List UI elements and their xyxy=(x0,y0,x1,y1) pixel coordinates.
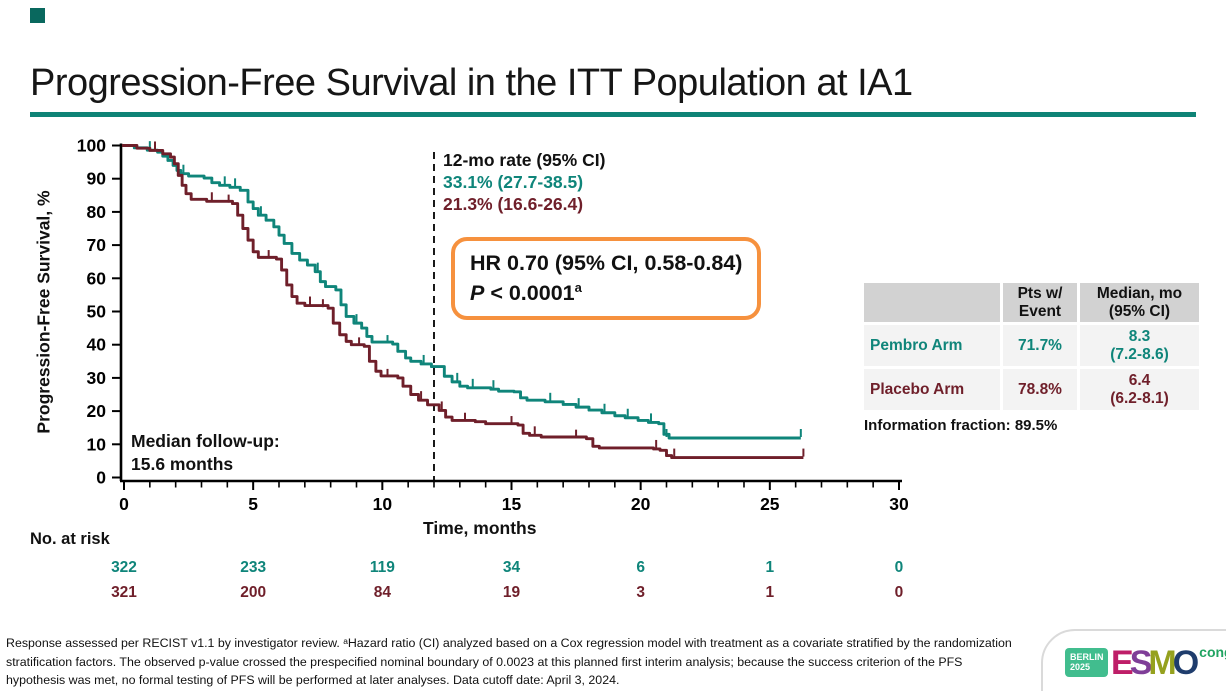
svg-text:30: 30 xyxy=(87,368,107,388)
svg-text:10: 10 xyxy=(373,494,393,514)
svg-text:1: 1 xyxy=(766,584,775,601)
median-followup-note: Median follow-up: 15.6 months xyxy=(131,430,280,476)
svg-text:0: 0 xyxy=(895,559,904,576)
y-axis-title: Progression-Free Survival, % xyxy=(33,190,54,434)
svg-text:20: 20 xyxy=(87,401,107,421)
footnote-text: Response assessed per RECIST v1.1 by inv… xyxy=(6,636,1012,687)
hazard-ratio-line: HR 0.70 (95% CI, 0.58-0.84) xyxy=(470,251,743,275)
summary-row-pembro-median: 8.3 (7.2-8.6) xyxy=(1080,325,1199,366)
12mo-rate-pembro: 33.1% (27.7-38.5) xyxy=(443,172,584,192)
summary-header-median: Median, mo (95% CI) xyxy=(1080,283,1199,322)
risk-row-pembro-arm: 322 233 119 34 6 1 0 xyxy=(111,559,903,576)
risk-row-placebo-arm: 321 200 84 19 3 1 0 xyxy=(111,584,903,601)
svg-text:3: 3 xyxy=(636,584,645,601)
x-axis-title: Time, months xyxy=(423,518,537,538)
information-fraction-note: Information fraction: 89.5% xyxy=(864,417,1058,434)
corner-accent-square xyxy=(30,8,45,23)
no-at-risk-label: No. at risk xyxy=(30,530,110,548)
summary-row-placebo-median: 6.4 (6.2-8.1) xyxy=(1080,369,1199,410)
svg-text:60: 60 xyxy=(87,268,107,288)
svg-text:84: 84 xyxy=(374,584,392,601)
svg-text:0: 0 xyxy=(119,494,129,514)
svg-text:0: 0 xyxy=(96,468,106,488)
svg-text:100: 100 xyxy=(77,136,106,156)
footnote-marker: a xyxy=(574,279,582,295)
12mo-rate-annotation: 12-mo rate (95% CI) 33.1% (27.7-38.5) 21… xyxy=(443,149,605,215)
axes: 0 10 20 30 40 50 60 70 80 90 100 0 5 10 15 20 25 30 xyxy=(77,136,909,515)
svg-text:30: 30 xyxy=(889,494,909,514)
pfs-curve-pembro-arm xyxy=(122,141,802,440)
svg-text:90: 90 xyxy=(87,169,107,189)
svg-text:20: 20 xyxy=(631,494,651,514)
svg-text:10: 10 xyxy=(87,434,107,454)
svg-text:1: 1 xyxy=(766,559,775,576)
p-value-line: P < 0.0001a xyxy=(470,278,742,308)
esmo-logo: BERLIN 2025 ESMO congress xyxy=(1065,644,1226,682)
esmo-wordmark: ESMO xyxy=(1111,644,1199,682)
badge-city: BERLIN xyxy=(1070,652,1104,662)
svg-text:233: 233 xyxy=(240,559,266,576)
svg-text:15: 15 xyxy=(502,494,522,514)
median-followup-line1: Median follow-up: xyxy=(131,431,280,451)
svg-text:6: 6 xyxy=(636,559,645,576)
badge-year: 2025 xyxy=(1070,662,1091,672)
svg-text:80: 80 xyxy=(87,202,107,222)
svg-text:70: 70 xyxy=(87,235,107,255)
summary-row-pembro-event: 71.7% xyxy=(1003,325,1077,366)
congress-label: congress xyxy=(1199,644,1226,660)
pfs-curve-placebo-arm xyxy=(122,141,805,460)
page-title: Progression-Free Survival in the ITT Pop… xyxy=(30,62,913,104)
12mo-rate-title: 12-mo rate (95% CI) xyxy=(443,150,606,170)
median-followup-line2: 15.6 months xyxy=(131,454,234,474)
p-label: P xyxy=(470,281,485,305)
12mo-rate-placebo: 21.3% (16.6-26.4) xyxy=(443,194,584,214)
svg-text:34: 34 xyxy=(503,559,521,576)
esmo-logo-card: BERLIN 2025 ESMO congress xyxy=(1041,629,1226,691)
summary-row-pembro-name: Pembro Arm xyxy=(864,325,1000,366)
svg-text:25: 25 xyxy=(760,494,780,514)
svg-text:5: 5 xyxy=(248,494,258,514)
summary-row-placebo-event: 78.8% xyxy=(1003,369,1077,410)
svg-text:0: 0 xyxy=(895,584,904,601)
berlin-2025-badge: BERLIN 2025 xyxy=(1065,648,1108,677)
svg-text:322: 322 xyxy=(111,559,137,576)
hazard-ratio-box: HR 0.70 (95% CI, 0.58-0.84) P < 0.0001a xyxy=(451,237,762,320)
summary-row-placebo-name: Placebo Arm xyxy=(864,369,1000,410)
summary-table: Pts w/ Event Median, mo (95% CI) Pembro … xyxy=(864,283,1199,410)
svg-text:119: 119 xyxy=(370,559,395,576)
p-value: < 0.0001 xyxy=(484,281,575,305)
svg-text:40: 40 xyxy=(87,335,107,355)
svg-text:50: 50 xyxy=(87,302,107,322)
summary-header-events: Pts w/ Event xyxy=(1003,283,1077,322)
summary-header-empty xyxy=(864,283,1000,322)
svg-text:200: 200 xyxy=(240,584,266,601)
title-underline xyxy=(30,112,1196,117)
svg-text:321: 321 xyxy=(111,584,137,601)
svg-text:19: 19 xyxy=(503,584,521,601)
